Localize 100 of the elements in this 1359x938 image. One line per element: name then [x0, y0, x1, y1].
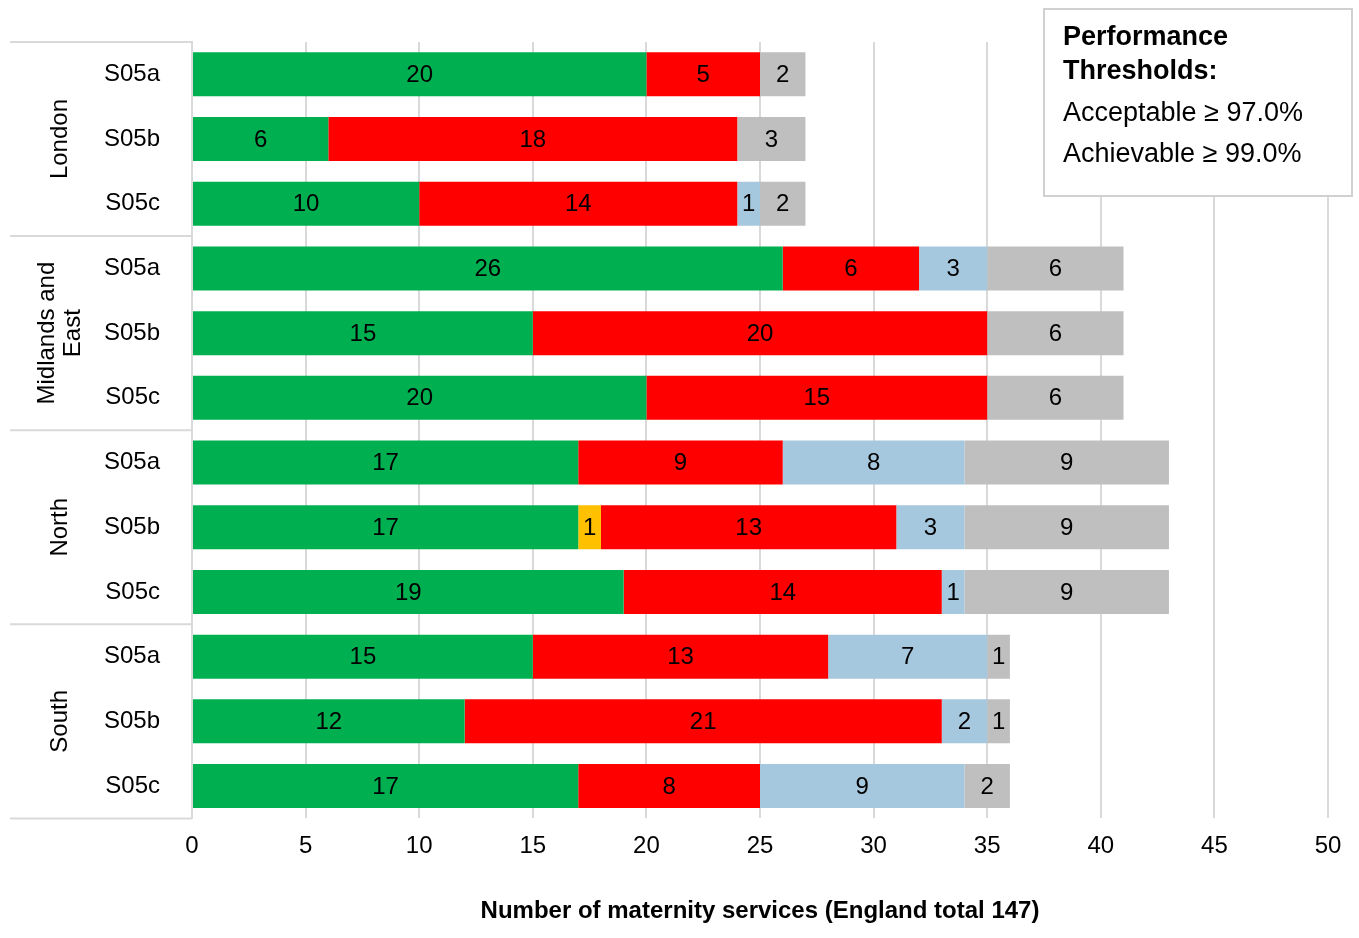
bar: [828, 634, 988, 679]
annotation: Achievable ≥ 99.0%: [1063, 137, 1303, 171]
bar: [646, 52, 760, 97]
bar: [193, 440, 579, 485]
data-label: 6: [253, 124, 268, 152]
x-axis-title: Number of maternity services (England total 147): [480, 896, 1040, 924]
data-label: 17: [372, 771, 399, 799]
bar: [532, 311, 988, 356]
data-label: 6: [1048, 383, 1063, 411]
data-label: 26: [474, 254, 502, 282]
data-label: 1: [991, 706, 1006, 734]
data-label: 2: [957, 706, 972, 734]
data-label: 20: [746, 318, 774, 346]
bar: [987, 246, 1124, 291]
data-label: 14: [769, 577, 797, 605]
x-tick-label: 25: [746, 831, 774, 859]
bar: [760, 181, 806, 226]
data-label: 1: [946, 577, 960, 605]
data-label: 9: [1060, 448, 1074, 476]
data-label: 6: [1048, 254, 1063, 282]
y-tick-label: S05b: [103, 705, 160, 733]
data-label: 1: [741, 189, 756, 217]
data-label: 9: [673, 448, 688, 476]
y-tick-label: S05c: [105, 188, 160, 216]
bar: [193, 699, 465, 744]
x-tick-label: 0: [185, 831, 199, 859]
data-label: 13: [735, 512, 762, 540]
bar: [193, 311, 533, 356]
y-tick-label: S05b: [103, 511, 160, 539]
bar: [578, 440, 783, 485]
bar: [193, 569, 624, 614]
data-label: 2: [980, 771, 994, 799]
bar: [328, 117, 738, 162]
x-tick-label: 45: [1201, 831, 1228, 859]
data-label: 10: [292, 189, 320, 217]
data-label: 14: [564, 189, 592, 217]
annotation: Acceptable ≥ 97.0%: [1063, 95, 1304, 129]
bar: [532, 634, 829, 679]
data-label: 8: [866, 448, 881, 476]
data-label: 17: [372, 448, 399, 476]
data-label: 3: [764, 124, 779, 152]
data-label: 6: [1048, 318, 1063, 346]
x-tick-label: 15: [519, 831, 547, 859]
bar: [964, 569, 1169, 614]
data-label: 9: [855, 771, 869, 799]
data-label: 12: [315, 706, 343, 734]
bar: [737, 181, 760, 226]
data-label: 2: [776, 189, 790, 217]
y-tick-label: S05c: [105, 576, 160, 604]
bar: [578, 764, 760, 809]
data-label: 13: [667, 642, 694, 670]
bar: [737, 117, 806, 162]
bar: [623, 569, 942, 614]
x-tick-label: 30: [860, 831, 887, 859]
bar: [578, 505, 601, 550]
bar: [193, 375, 647, 420]
bar: [193, 52, 647, 97]
bar: [964, 505, 1169, 550]
data-label: 1: [582, 512, 597, 540]
y-tick-label: S05a: [103, 253, 161, 281]
bar: [964, 440, 1169, 485]
bar: [760, 764, 965, 809]
data-label: 5: [696, 59, 710, 87]
bar: [193, 117, 329, 162]
bar: [760, 52, 806, 97]
y-tick-label: S05a: [103, 447, 161, 475]
x-tick-label: 50: [1314, 831, 1342, 859]
bar: [987, 699, 1010, 744]
data-label: 1: [991, 642, 1006, 670]
bar: [600, 505, 897, 550]
y-tick-label: S05b: [103, 317, 160, 345]
text: South: [44, 689, 72, 753]
x-tick-label: 5: [298, 831, 313, 859]
x-tick-label: 40: [1087, 831, 1115, 859]
bar: [193, 634, 533, 679]
bar: [419, 181, 738, 226]
y-tick-label: S05c: [105, 770, 160, 798]
text: Midlands and East: [31, 261, 85, 405]
bar: [987, 634, 1010, 679]
text: London: [44, 99, 72, 180]
data-label: 18: [519, 124, 547, 152]
bar: [987, 375, 1124, 420]
data-label: 15: [803, 383, 831, 411]
y-tick-label: S05c: [105, 382, 160, 410]
bar: [646, 375, 988, 420]
bar: [782, 246, 920, 291]
data-label: 20: [406, 383, 434, 411]
data-label: 7: [901, 642, 915, 670]
y-tick-label: S05b: [103, 123, 160, 151]
y-tick-label: S05a: [103, 641, 161, 669]
bar: [193, 246, 783, 291]
data-label: 9: [1060, 512, 1074, 540]
x-tick-label: 10: [405, 831, 433, 859]
bar: [464, 699, 942, 744]
bar: [987, 311, 1124, 356]
data-label: 17: [372, 512, 399, 540]
data-label: 2: [776, 59, 790, 87]
bar: [193, 505, 579, 550]
data-label: 15: [349, 642, 377, 670]
data-label: 3: [946, 254, 960, 282]
